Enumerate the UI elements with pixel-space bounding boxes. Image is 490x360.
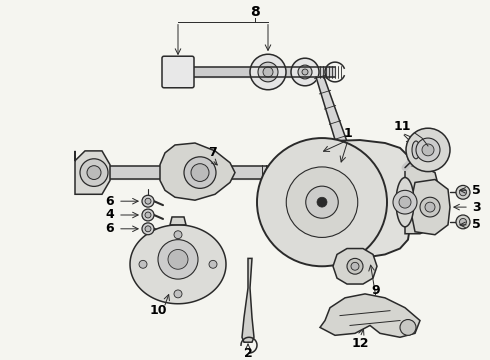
Polygon shape <box>242 258 254 342</box>
Polygon shape <box>320 294 420 337</box>
Text: 2: 2 <box>244 347 252 360</box>
Circle shape <box>184 60 190 66</box>
Polygon shape <box>288 140 410 258</box>
Circle shape <box>145 226 151 232</box>
Text: 6: 6 <box>106 222 114 235</box>
Text: 10: 10 <box>149 304 167 317</box>
Circle shape <box>302 69 308 75</box>
FancyBboxPatch shape <box>162 56 194 88</box>
Circle shape <box>166 60 172 66</box>
Circle shape <box>460 219 466 225</box>
Circle shape <box>263 67 273 77</box>
Circle shape <box>420 197 440 217</box>
Text: 11: 11 <box>393 120 411 133</box>
Text: 9: 9 <box>372 284 380 297</box>
Circle shape <box>87 166 101 180</box>
Circle shape <box>422 144 434 156</box>
Polygon shape <box>412 180 450 235</box>
Circle shape <box>317 197 327 207</box>
Circle shape <box>142 209 154 221</box>
Text: 1: 1 <box>343 127 352 140</box>
Text: 6: 6 <box>106 195 114 208</box>
Circle shape <box>347 258 363 274</box>
Circle shape <box>257 138 387 266</box>
Circle shape <box>460 189 466 196</box>
Circle shape <box>174 290 182 298</box>
Circle shape <box>191 164 209 181</box>
Circle shape <box>142 223 154 235</box>
Text: 5: 5 <box>472 219 480 231</box>
Circle shape <box>298 65 312 79</box>
Polygon shape <box>75 151 110 194</box>
Circle shape <box>209 260 217 268</box>
Text: 8: 8 <box>250 5 260 19</box>
Polygon shape <box>160 143 235 200</box>
Circle shape <box>258 62 278 82</box>
Circle shape <box>416 138 440 162</box>
Circle shape <box>456 215 470 229</box>
Circle shape <box>456 185 470 199</box>
Text: 5: 5 <box>472 184 480 197</box>
Polygon shape <box>130 225 226 304</box>
Circle shape <box>145 198 151 204</box>
Ellipse shape <box>396 177 414 227</box>
Polygon shape <box>316 77 351 153</box>
Polygon shape <box>170 217 186 225</box>
Circle shape <box>291 58 319 86</box>
Polygon shape <box>333 248 377 284</box>
Circle shape <box>80 159 108 186</box>
Circle shape <box>400 320 416 335</box>
Circle shape <box>174 231 182 239</box>
Circle shape <box>171 65 185 79</box>
Polygon shape <box>405 166 440 234</box>
Ellipse shape <box>412 141 420 159</box>
Circle shape <box>158 240 198 279</box>
Text: 7: 7 <box>208 147 217 159</box>
Text: 12: 12 <box>351 337 369 350</box>
Circle shape <box>406 128 450 172</box>
Circle shape <box>142 195 154 207</box>
Text: 4: 4 <box>106 208 114 221</box>
Circle shape <box>166 78 172 84</box>
Circle shape <box>250 54 286 90</box>
Circle shape <box>306 186 338 218</box>
Text: 3: 3 <box>472 201 480 213</box>
Circle shape <box>351 262 359 270</box>
Circle shape <box>139 260 147 268</box>
Circle shape <box>393 190 417 214</box>
Circle shape <box>174 68 182 76</box>
Circle shape <box>184 157 216 188</box>
Circle shape <box>168 249 188 269</box>
Circle shape <box>184 78 190 84</box>
Circle shape <box>145 212 151 218</box>
Circle shape <box>399 196 411 208</box>
Circle shape <box>425 202 435 212</box>
Circle shape <box>286 167 358 238</box>
